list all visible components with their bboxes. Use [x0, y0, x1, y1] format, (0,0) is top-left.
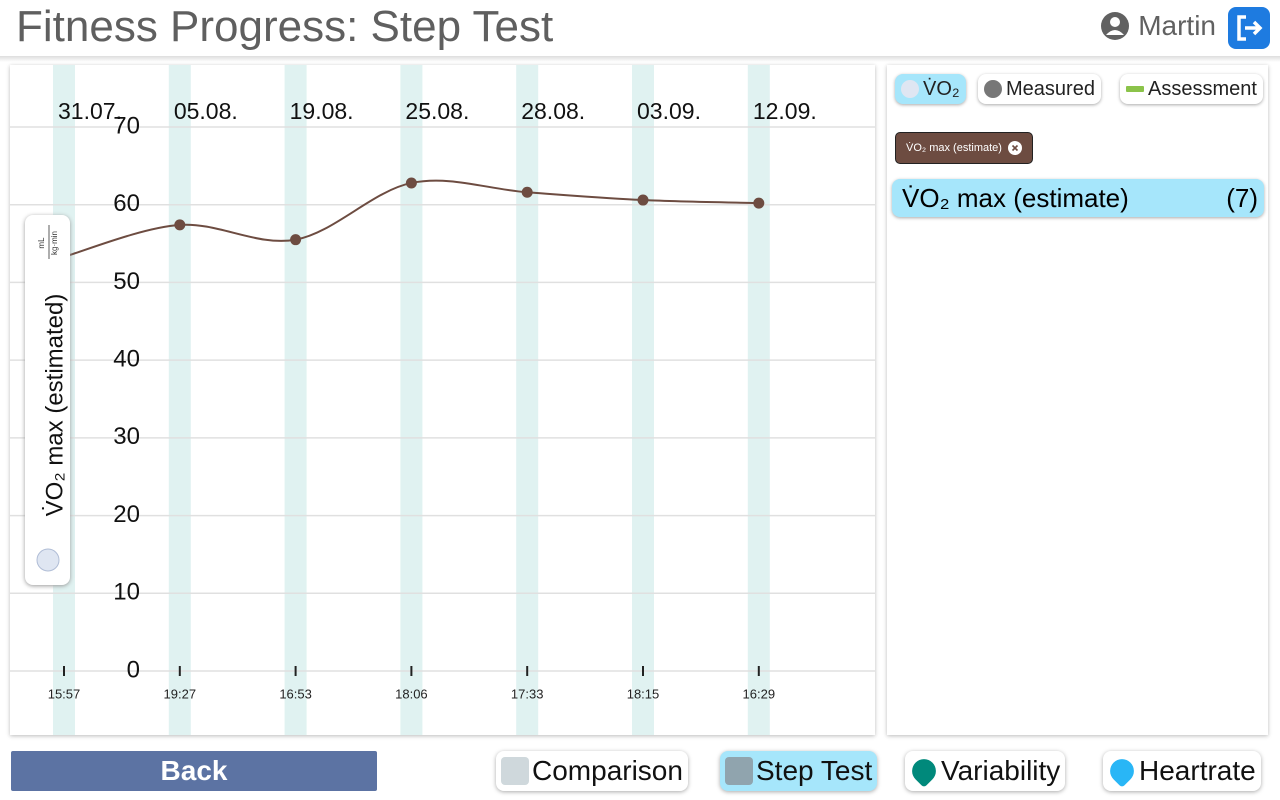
axis-label-card — [25, 215, 70, 585]
filter-chip[interactable]: Assessment — [1120, 74, 1263, 104]
nav-tab[interactable]: Step Test — [720, 751, 878, 791]
x-date-label: 25.08. — [405, 98, 469, 124]
x-date-label: 12.09. — [753, 98, 817, 124]
x-time-label: 19:27 — [164, 686, 197, 701]
nav-tab[interactable]: Comparison — [496, 751, 688, 791]
tab-label: Heartrate — [1139, 755, 1256, 786]
y-tick-label: 50 — [113, 268, 140, 295]
filter-chip[interactable]: V̇O₂ — [895, 74, 966, 104]
filter-chip[interactable]: Measured — [978, 74, 1101, 104]
x-date-label: 31.07. — [58, 98, 122, 124]
date-band — [747, 65, 770, 735]
x-time-label: 16:29 — [743, 686, 776, 701]
chip-label: Measured — [1006, 77, 1095, 100]
series-item[interactable]: V̇O₂ max (estimate) (7) — [892, 179, 1264, 217]
x-date-label: 19.08. — [290, 98, 354, 124]
chip-label: Assessment — [1148, 77, 1257, 100]
y-tick-label: 60 — [113, 190, 140, 217]
x-time-label: 16:53 — [279, 686, 312, 701]
user-name: Martin — [1138, 10, 1216, 41]
user-menu[interactable]: Martin — [1100, 10, 1216, 42]
chip-icon — [901, 80, 919, 98]
data-point — [290, 234, 302, 246]
axis-icon — [36, 548, 60, 572]
x-time-label: 18:15 — [627, 686, 660, 701]
data-point — [637, 194, 649, 206]
user-icon — [1101, 12, 1130, 40]
tab-label: Step Test — [756, 755, 873, 786]
chip-label: V̇O₂ — [923, 77, 960, 100]
x-date-label: 03.09. — [637, 98, 701, 124]
data-point — [405, 177, 417, 189]
x-time-label: 17:33 — [511, 686, 544, 701]
date-band — [284, 65, 307, 735]
nav-tab[interactable]: Variability — [905, 751, 1066, 791]
side-panel: V̇O₂ max (estimate) V̇O₂ max (estimate) … — [887, 65, 1268, 735]
y-unit-den: kg·min — [50, 231, 59, 255]
date-band — [632, 65, 654, 735]
x-date-label: 05.08. — [174, 98, 238, 124]
plot-background — [10, 65, 875, 735]
page-title: Fitness Progress: Step Test — [16, 2, 554, 51]
data-point — [521, 186, 533, 198]
tab-label: Comparison — [532, 755, 683, 786]
y-axis-label: V̇O₂ max (estimated) — [41, 294, 69, 517]
chip-icon — [984, 80, 1002, 98]
nav-tab[interactable]: Heartrate — [1103, 751, 1261, 791]
x-time-label: 18:06 — [395, 686, 428, 701]
tag-close[interactable] — [1007, 141, 1022, 155]
series-label: V̇O₂ max (estimate) — [902, 182, 1129, 213]
y-unit-num: mL — [37, 237, 46, 249]
y-tick-label: 20 — [113, 501, 140, 528]
y-tick-label: 0 — [127, 656, 140, 683]
tab-icon — [725, 757, 753, 785]
logout-icon — [1237, 15, 1263, 41]
tag-label: V̇O₂ max (estimate) — [906, 142, 1002, 154]
selected-tag[interactable]: V̇O₂ max (estimate) — [895, 132, 1033, 164]
y-tick-label: 70 — [113, 112, 140, 139]
date-band — [516, 65, 539, 735]
tab-icon — [1105, 754, 1139, 788]
y-tick-label: 30 — [113, 423, 140, 450]
tab-icon — [907, 754, 941, 788]
back-button[interactable]: Back — [11, 751, 377, 791]
x-date-label: 28.08. — [521, 98, 585, 124]
y-tick-label: 10 — [113, 579, 140, 606]
date-band — [168, 65, 191, 735]
tab-icon — [501, 757, 529, 785]
y-tick-label: 40 — [113, 345, 140, 372]
chip-icon — [1126, 86, 1144, 92]
header-shadow — [0, 56, 1280, 62]
data-point — [753, 197, 765, 209]
data-point — [174, 219, 186, 231]
x-time-label: 15:57 — [48, 686, 81, 701]
series-count: (7) — [1226, 182, 1258, 213]
logout-button[interactable] — [1228, 7, 1270, 49]
date-band — [400, 65, 423, 735]
tab-label: Variability — [941, 755, 1061, 786]
